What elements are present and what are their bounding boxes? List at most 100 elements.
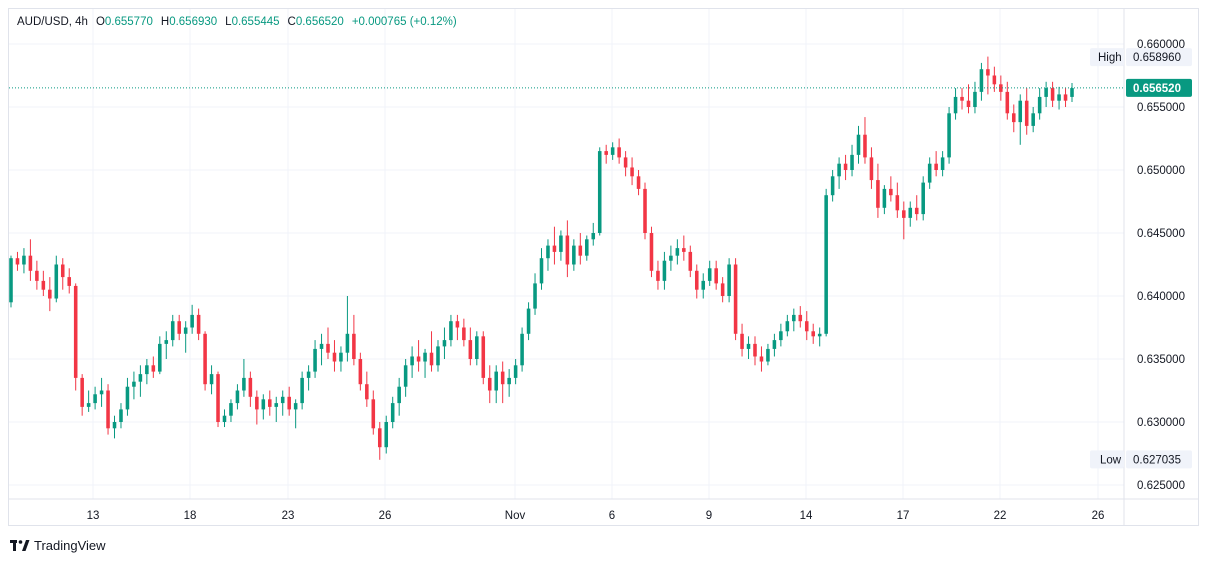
candle-body xyxy=(319,343,324,349)
candle-body xyxy=(138,374,143,382)
candle xyxy=(856,125,861,164)
candle xyxy=(35,260,39,290)
candle-body xyxy=(242,377,246,391)
candle xyxy=(332,340,337,372)
candle xyxy=(442,327,447,359)
candle-body xyxy=(9,258,13,303)
candle-body xyxy=(656,270,660,281)
symbol-interval[interactable]: AUD/USD, 4h xyxy=(17,16,88,28)
candle-body xyxy=(740,333,744,349)
candle xyxy=(630,157,634,186)
candle-body xyxy=(817,333,822,337)
candle-body xyxy=(377,428,382,448)
candle xyxy=(565,220,570,278)
candle xyxy=(986,56,990,95)
candle-body xyxy=(390,403,395,422)
candle-body xyxy=(785,321,790,332)
candle-body xyxy=(494,371,498,391)
candle xyxy=(585,235,589,261)
candle xyxy=(60,258,65,290)
candle-body xyxy=(209,374,214,385)
candle xyxy=(766,343,770,366)
candle xyxy=(261,394,266,420)
candle xyxy=(222,409,227,428)
candle xyxy=(306,365,311,391)
candle-body xyxy=(196,314,201,334)
candle xyxy=(882,185,887,215)
candle xyxy=(552,226,557,265)
candle-body xyxy=(766,348,770,362)
price-tick-label: 0.655000 xyxy=(1137,102,1185,114)
candle xyxy=(539,248,544,290)
candle-body xyxy=(643,188,647,233)
candle-body xyxy=(151,365,156,372)
candle xyxy=(1031,107,1035,133)
candle xyxy=(714,260,718,290)
candle-body xyxy=(979,69,984,92)
candle-body xyxy=(526,308,531,334)
candle xyxy=(9,255,13,308)
candle-body xyxy=(843,163,848,170)
candle xyxy=(520,327,524,372)
candle-body xyxy=(559,235,563,252)
candle xyxy=(837,157,841,189)
candle xyxy=(339,346,343,372)
candle-body xyxy=(35,270,39,281)
candle xyxy=(93,386,97,410)
candle-body xyxy=(462,327,466,341)
candle xyxy=(830,170,835,202)
candle xyxy=(145,359,149,385)
candle-body xyxy=(397,386,401,404)
candle-body xyxy=(701,280,706,290)
candle-body xyxy=(274,403,279,407)
last-price-badge: 0.656520 xyxy=(1126,78,1192,97)
candle xyxy=(358,352,363,391)
candle-body xyxy=(339,352,343,362)
candle-body xyxy=(125,386,130,410)
candle-body xyxy=(313,348,317,372)
candle xyxy=(772,333,777,357)
candle xyxy=(507,369,511,397)
price-axis[interactable]: 0.660000 0.655000 0.650000 0.645000 0.640000… xyxy=(1137,39,1185,492)
candle-body xyxy=(475,336,479,359)
candle xyxy=(80,374,84,416)
candle-body xyxy=(688,251,693,271)
time-tick-label: 18 xyxy=(184,510,197,522)
close-label: C xyxy=(287,16,296,28)
candle xyxy=(377,422,382,460)
time-axis[interactable]: 13 18 23 26 Nov 6 9 14 17 22 26 xyxy=(87,510,1105,522)
candle-body xyxy=(869,157,874,181)
candle xyxy=(345,296,350,362)
candle-body xyxy=(792,314,796,322)
chart-frame xyxy=(8,8,1199,526)
candles xyxy=(9,56,1074,460)
price-tick-label: 0.635000 xyxy=(1137,354,1185,366)
candle-body xyxy=(1063,94,1068,101)
candle-body xyxy=(850,154,854,170)
candle xyxy=(669,245,673,271)
candle-body xyxy=(546,245,550,259)
candle xyxy=(48,277,52,312)
candle-body xyxy=(585,239,589,256)
candle-body xyxy=(572,245,576,265)
candle-body xyxy=(229,403,233,416)
close-value: C0.656520 xyxy=(287,16,344,28)
candle xyxy=(720,277,725,303)
candle xyxy=(617,138,621,164)
candle xyxy=(1057,86,1061,110)
candle-body xyxy=(733,264,738,334)
candle-body xyxy=(280,396,285,404)
candlestick-chart[interactable]: 0.660000 0.655000 0.650000 0.645000 0.640000… xyxy=(9,9,1198,525)
candle xyxy=(390,396,395,429)
candle xyxy=(164,331,169,359)
candle xyxy=(947,107,951,164)
candle-body xyxy=(966,100,971,107)
candle-body xyxy=(216,374,220,422)
tradingview-brand[interactable]: TradingView xyxy=(10,538,106,553)
candle-body xyxy=(67,277,72,286)
candle-body xyxy=(170,321,175,341)
candle xyxy=(733,258,738,341)
candle xyxy=(138,365,143,397)
candle-body xyxy=(513,365,518,378)
brand-name: TradingView xyxy=(34,538,106,553)
